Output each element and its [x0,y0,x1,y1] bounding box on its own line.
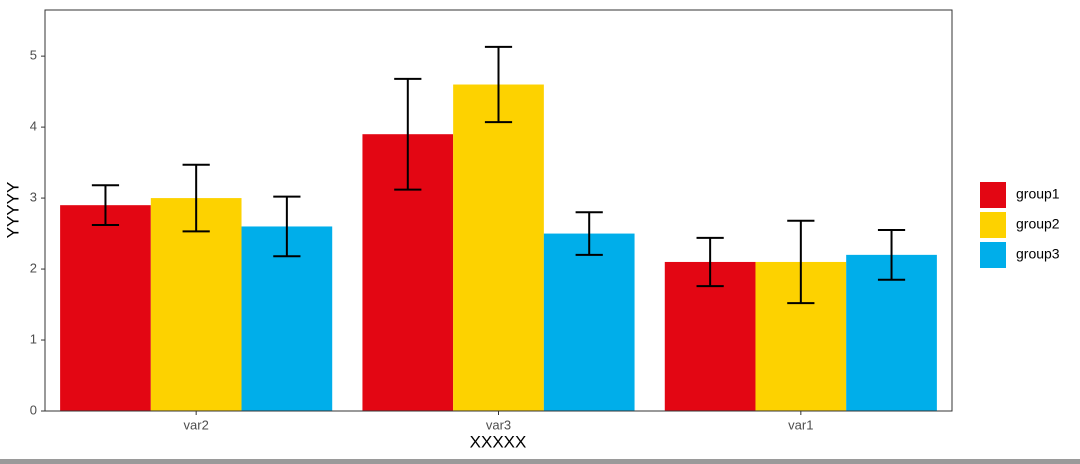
x-axis-title: XXXXX [470,432,527,451]
y-tick-label: 1 [30,331,37,346]
y-tick-label: 0 [30,402,37,417]
window-edge [0,459,1080,464]
y-tick-label: 2 [30,260,37,275]
error-bar [273,195,301,258]
bar [60,205,151,411]
error-bar [91,184,120,227]
bar [543,233,635,411]
error-bar [394,77,422,191]
error-bar [696,236,724,288]
x-tick-label: var2 [184,417,209,432]
legend-label: group2 [1016,216,1060,232]
error-bar [182,163,210,233]
error-bar [575,211,603,256]
bar [150,198,242,411]
bar [846,254,937,411]
y-tick-label: 4 [30,119,37,134]
error-bar [877,229,906,281]
x-tick-label: var3 [486,417,511,432]
legend-swatch [980,212,1006,238]
y-tick-label: 5 [30,48,37,63]
plot-border [44,9,953,412]
bar [453,84,544,411]
legend-swatch [980,242,1006,268]
legend-label: group1 [1016,186,1060,202]
error-bar [787,219,815,305]
x-tick-label: var1 [788,417,813,432]
error-bar [484,45,513,124]
y-tick-label: 3 [30,190,37,205]
legend-swatch [980,182,1006,208]
y-axis-title: YYYYY [3,182,22,239]
legend-label: group3 [1016,246,1060,262]
